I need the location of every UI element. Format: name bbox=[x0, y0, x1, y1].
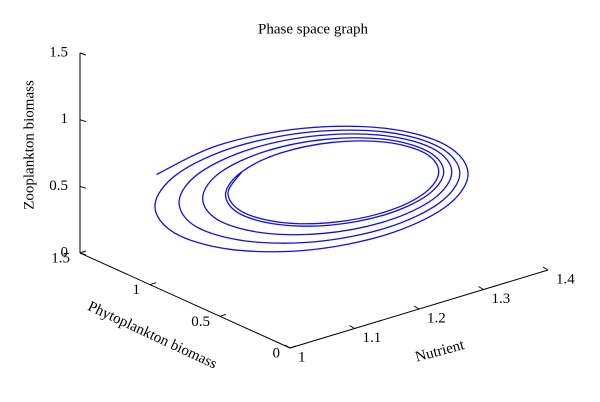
y-tick bbox=[289, 345, 297, 349]
z-tick bbox=[79, 119, 87, 123]
z-axis-title: Zooplankton biomass bbox=[21, 80, 37, 210]
trajectory bbox=[154, 125, 469, 253]
x-tick-label: 1.1 bbox=[363, 330, 382, 346]
x-tick-label: 1.3 bbox=[492, 291, 511, 307]
x-tick bbox=[284, 344, 291, 349]
y-tick bbox=[149, 282, 157, 286]
x-tick bbox=[349, 325, 355, 329]
y-axis bbox=[79, 252, 291, 349]
x-axis-title: Nutrient bbox=[414, 337, 467, 366]
y-axis-title: Phytoplankton biomass bbox=[85, 299, 219, 373]
y-tick-label: 1.5 bbox=[51, 250, 70, 266]
x-tick bbox=[478, 286, 484, 290]
z-tick bbox=[79, 252, 87, 256]
y-tick bbox=[79, 250, 87, 254]
z-tick-label: 0.5 bbox=[49, 178, 68, 194]
x-tick bbox=[542, 266, 549, 271]
y-tick bbox=[219, 313, 227, 317]
x-tick-label: 1.4 bbox=[556, 271, 575, 287]
y-tick-label: 0.5 bbox=[191, 314, 210, 330]
y-tick-label: 0 bbox=[273, 345, 281, 361]
z-tick bbox=[79, 52, 87, 56]
y-tick-label: 1 bbox=[133, 282, 141, 298]
chart-title: Phase space graph bbox=[258, 21, 368, 37]
z-tick-label: 1 bbox=[61, 111, 69, 127]
x-tick bbox=[413, 305, 420, 310]
z-tick bbox=[79, 185, 87, 189]
x-tick-label: 1.2 bbox=[427, 310, 446, 326]
z-tick-label: 0 bbox=[61, 244, 69, 260]
x-tick-label: 1 bbox=[298, 349, 306, 365]
z-tick-label: 1.5 bbox=[49, 44, 68, 60]
